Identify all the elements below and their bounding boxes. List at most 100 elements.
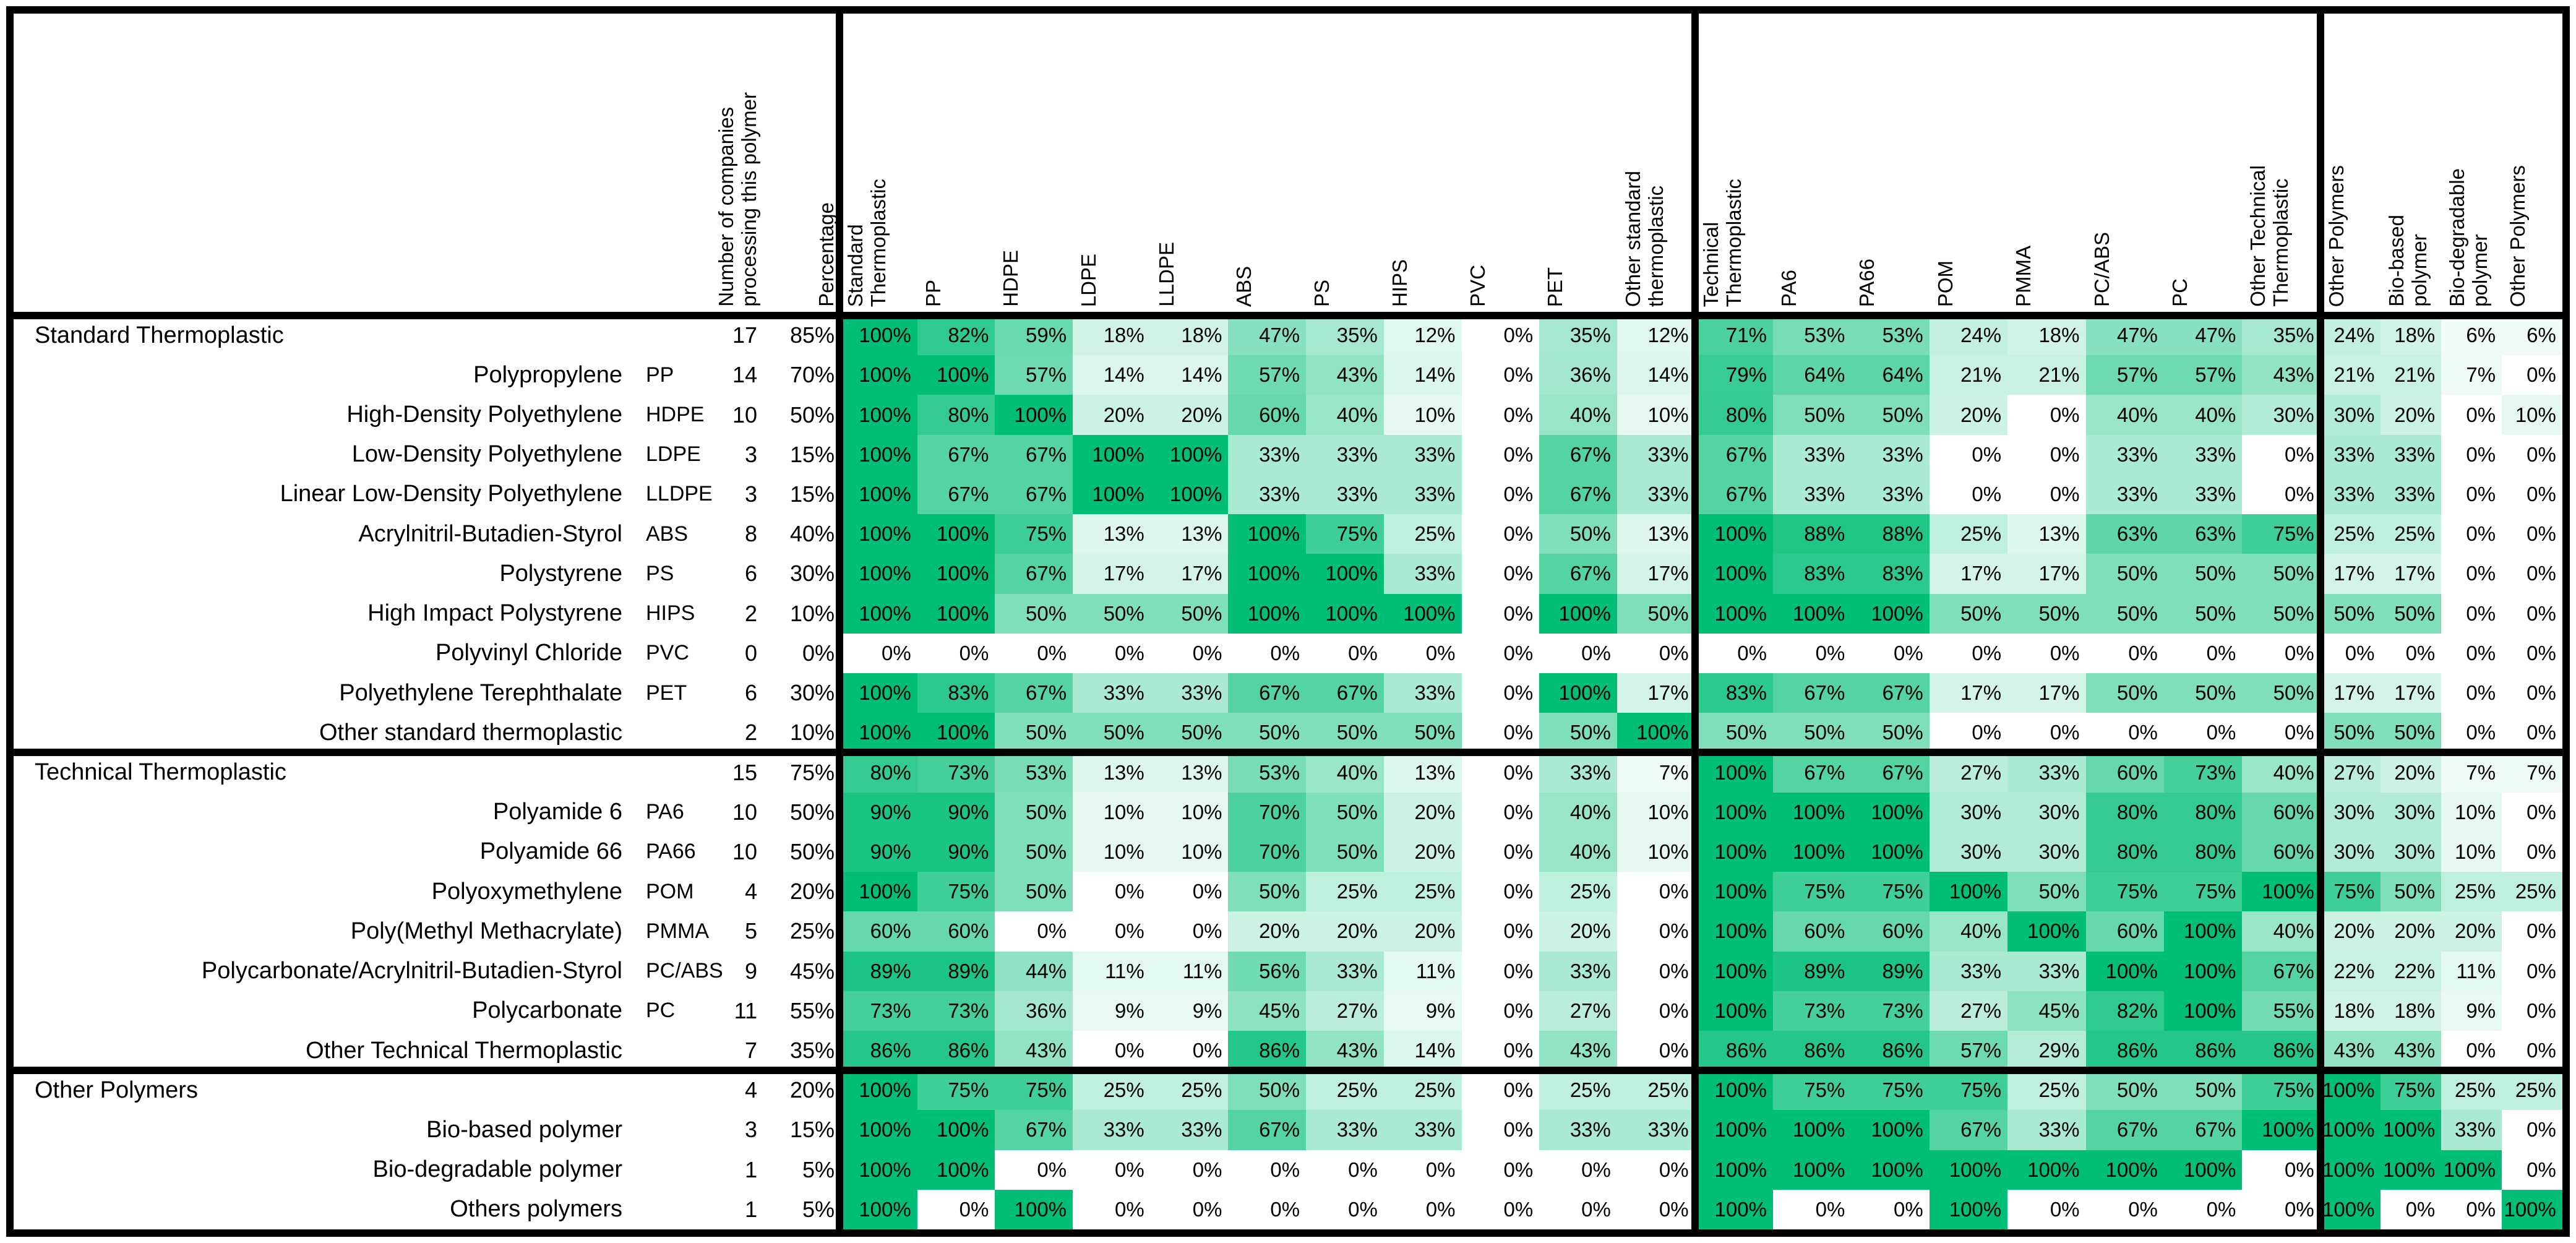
heatmap-cell: 12% [1383,316,1462,356]
heatmap-cell: 25% [1150,1070,1229,1111]
heatmap-cell: 53% [995,752,1073,793]
row-abbreviation-7: PS [646,561,674,585]
heatmap-cell: 20% [1228,911,1307,952]
heatmap-cell: 90% [917,832,995,872]
heatmap-cell: 88% [1772,514,1852,554]
heatmap-cell: 100% [995,1189,1073,1230]
row-abbreviation-6: ABS [646,522,689,546]
heatmap-cell: 0% [1539,1150,1617,1190]
heatmap-cell: 100% [2320,1150,2381,1190]
heatmap-cell: 0% [1228,1189,1307,1230]
heatmap-cell: 7% [2502,752,2562,793]
heatmap-cell: 82% [917,316,995,356]
heatmap-cell: 33% [1073,673,1151,713]
row-percentage-value: 20% [789,1077,835,1103]
heatmap-cell: 86% [2163,1030,2243,1071]
heatmap-cell: 50% [2242,593,2321,634]
heatmap-cell: 17% [2381,673,2442,713]
heatmap-cell: 20% [1383,832,1462,872]
heatmap-cell: 0% [1461,951,1540,991]
heatmap-cell: 100% [839,872,917,912]
heatmap-cell: 50% [995,593,1073,634]
heatmap-cell: 25% [1383,514,1462,554]
heatmap-cell: 0% [1073,872,1151,912]
percentage-column-header-label: Percentage [815,202,838,307]
heatmap-cell: 11% [1383,951,1462,991]
heatmap-cell: 0% [1929,474,2008,515]
heatmap-cell: 73% [1851,991,1930,1031]
heatmap-cell: 40% [1306,752,1384,793]
separator-after-technical-group-rows [14,1067,2562,1074]
row-label-5: Linear Low-Density Polyethylene [280,481,622,507]
heatmap-cell: 17% [2320,673,2381,713]
heatmap-cell: 0% [1851,1189,1930,1230]
heatmap-cell: 14% [1150,355,1229,395]
heatmap-cell: 0% [2502,1150,2562,1190]
heatmap-cell: 0% [2502,673,2562,713]
heatmap-cell: 80% [2085,792,2164,832]
heatmap-cell: 20% [2441,911,2502,952]
heatmap-cell: 0% [1461,554,1540,594]
heatmap-cell: 0% [2320,633,2381,673]
heatmap-cell: 73% [2163,752,2243,793]
column-header-1: Standard Thermoplastic [839,14,917,316]
heatmap-cell: 0% [2085,1189,2164,1230]
row-label-19: Other Technical Thermoplastic [306,1037,622,1064]
heatmap-cell: 50% [1228,713,1307,753]
heatmap-cell: 50% [2007,872,2086,912]
polymer-heatmap-table: Number of companies processing this poly… [6,6,2570,1237]
row-label-11: Other standard thermoplastic [319,719,622,746]
heatmap-cell: 33% [1073,1110,1151,1150]
heatmap-cell: 45% [1228,991,1307,1031]
heatmap-cell: 0% [2381,1189,2442,1230]
heatmap-cell: 89% [1772,951,1852,991]
heatmap-cell: 33% [2320,474,2381,515]
heatmap-cell: 100% [1694,593,1773,634]
heatmap-cell: 64% [1772,355,1852,395]
heatmap-cell: 67% [1851,752,1930,793]
heatmap-cell: 0% [1150,1030,1229,1071]
heatmap-cell: 50% [2381,872,2442,912]
heatmap-cell: 25% [1539,872,1617,912]
row-percentage-value: 75% [789,759,835,785]
heatmap-cell: 7% [2441,355,2502,395]
column-header-2: PP [917,14,995,316]
heatmap-cell: 7% [1616,752,1695,793]
heatmap-cell: 50% [2381,713,2442,753]
heatmap-cell: 100% [1694,514,1773,554]
heatmap-cell: 60% [2242,832,2321,872]
heatmap-cell: 20% [2381,911,2442,952]
heatmap-cell: 67% [1929,1110,2008,1150]
heatmap-cell: 100% [1073,474,1151,515]
column-header-label: HDPE [999,250,1023,307]
heatmap-cell: 0% [2007,474,2086,515]
heatmap-cell: 0% [1073,1189,1151,1230]
heatmap-cell: 50% [995,713,1073,753]
row-abbreviation-16: PMMA [646,919,709,943]
heatmap-cell: 73% [1772,991,1852,1031]
row-label-22: Bio-degradable polymer [372,1156,622,1183]
heatmap-cell: 0% [995,633,1073,673]
heatmap-cell: 64% [1851,355,1930,395]
heatmap-cell: 27% [1929,991,2008,1031]
column-header-label: Bio-based polymer [2385,215,2431,307]
heatmap-cell: 70% [1228,792,1307,832]
heatmap-cell: 14% [1383,355,1462,395]
separator-after-standard-group-rows [14,749,2562,756]
heatmap-cell: 0% [2502,633,2562,673]
heatmap-cell: 25% [1073,1070,1151,1111]
heatmap-cell: 33% [1616,1110,1695,1150]
heatmap-cell: 73% [839,991,917,1031]
heatmap-cell: 50% [2320,593,2381,634]
heatmap-cell: 30% [2242,395,2321,435]
heatmap-cell: 33% [1306,474,1384,515]
heatmap-cell: 25% [2441,1070,2502,1111]
heatmap-cell: 60% [917,911,995,952]
heatmap-cell: 0% [2441,633,2502,673]
companies-count-value: 6 [744,680,757,706]
heatmap-cell: 80% [839,752,917,793]
heatmap-cell: 67% [1539,474,1617,515]
heatmap-cell: 75% [1929,1070,2008,1111]
heatmap-cell: 33% [2163,434,2243,475]
heatmap-cell: 33% [2381,434,2442,475]
